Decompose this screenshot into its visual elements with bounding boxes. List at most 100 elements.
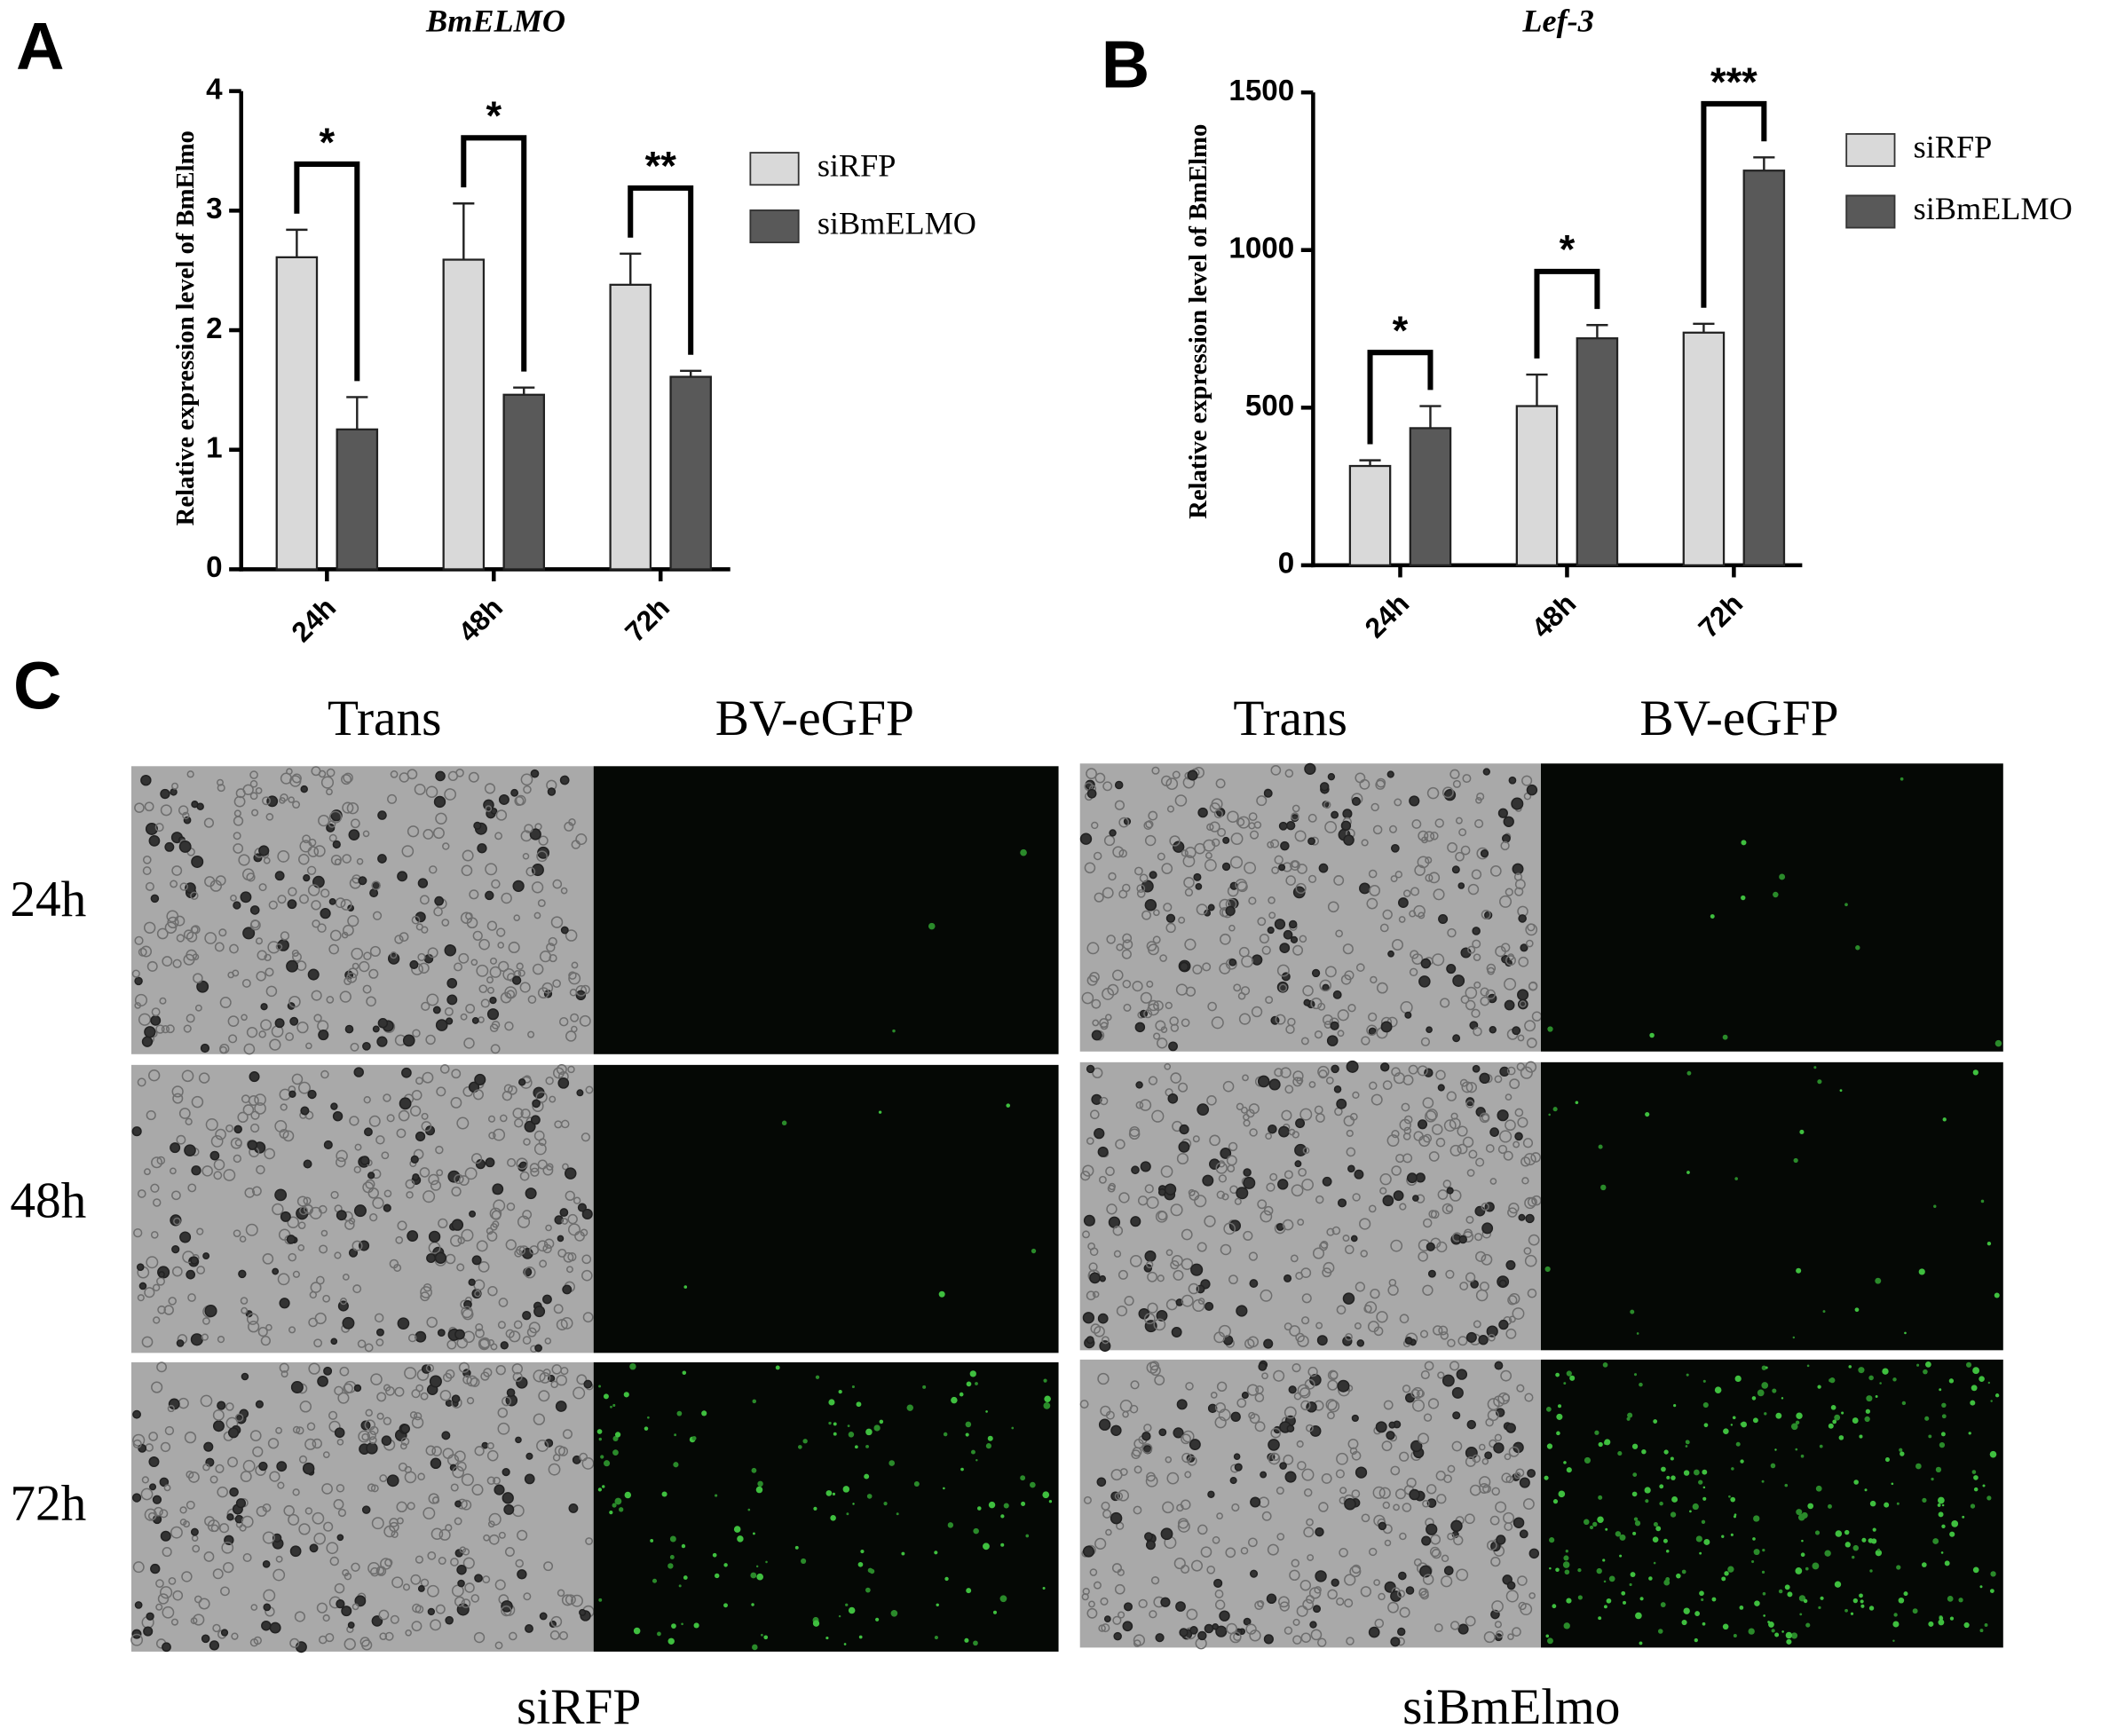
cell [537, 987, 549, 999]
gfp-signal [813, 1506, 817, 1511]
gfp-signal [1948, 1378, 1955, 1384]
cell [1186, 1608, 1198, 1621]
cell [1249, 1128, 1258, 1137]
gfp-signal [1850, 1612, 1854, 1615]
legend-label: siBmELMO [817, 205, 976, 241]
gfp-signal [1694, 1611, 1701, 1616]
cell [220, 1586, 230, 1597]
cell [506, 1202, 516, 1211]
gfp-signal [1741, 895, 1746, 901]
cell [278, 1228, 291, 1241]
cell [1352, 1091, 1360, 1100]
cell [493, 1199, 506, 1212]
cell [1148, 999, 1159, 1012]
cell [1494, 1433, 1503, 1442]
cell [134, 993, 148, 1006]
cell [162, 1606, 175, 1619]
cell [375, 1566, 385, 1575]
cell [1451, 865, 1460, 874]
cell [1462, 774, 1472, 784]
cell [1457, 1336, 1468, 1346]
cell [437, 1329, 446, 1338]
cell [1351, 796, 1361, 806]
cell [558, 1016, 569, 1027]
gfp-signal [1546, 1443, 1553, 1449]
cell [1386, 1134, 1400, 1147]
gfp-signal [1566, 1598, 1572, 1604]
cell [1437, 1189, 1449, 1200]
cell [1228, 958, 1237, 967]
cell [1266, 1593, 1277, 1605]
cell [367, 1172, 375, 1180]
gfp-signal [1939, 1441, 1946, 1448]
cell [1148, 1076, 1158, 1085]
cell [486, 976, 494, 984]
cell [150, 1563, 161, 1574]
cell [522, 1311, 532, 1321]
cell [377, 810, 387, 820]
cell [1243, 1176, 1256, 1189]
cell [1116, 1305, 1128, 1317]
gfp-signal [1630, 1309, 1635, 1314]
gfp-signal [1904, 1331, 1907, 1335]
gfp-signal [830, 1515, 836, 1521]
cell [176, 1134, 186, 1145]
gfp-signal [1971, 1385, 1978, 1392]
cell [1141, 1432, 1151, 1441]
cell [1508, 1292, 1520, 1305]
gfp-signal [683, 1285, 688, 1289]
gfp-signal [1735, 1441, 1741, 1447]
cell [1188, 1282, 1200, 1295]
cell [1210, 1392, 1218, 1399]
cell [1131, 1449, 1141, 1460]
cell [1233, 983, 1242, 992]
cell [1297, 1461, 1307, 1471]
cell [1129, 1126, 1141, 1138]
cell [1478, 1335, 1489, 1345]
cell [1206, 1095, 1217, 1106]
gfp-signal [1721, 1576, 1726, 1582]
cell [1257, 1075, 1270, 1088]
gfp-signal [1778, 1589, 1783, 1594]
gfp-signal [1699, 1590, 1704, 1597]
gfp-signal [1741, 1421, 1748, 1428]
error-bar [1526, 373, 1548, 406]
cell [1303, 998, 1311, 1006]
gfp-signal [1048, 1500, 1053, 1503]
cell [579, 1014, 591, 1027]
cell [1351, 1450, 1362, 1461]
cell [1321, 1472, 1332, 1484]
cell [183, 1024, 192, 1033]
gfp-signal [1855, 945, 1860, 951]
gfp-signal [1817, 1385, 1821, 1389]
cell [1084, 862, 1096, 874]
cell [212, 1409, 225, 1421]
gfp-signal [1940, 1432, 1946, 1437]
cell [1514, 879, 1526, 890]
cell [170, 1214, 182, 1227]
cell [426, 1253, 437, 1264]
cell [336, 1598, 345, 1609]
cell [1394, 1488, 1406, 1500]
cell [1518, 1601, 1527, 1611]
cell [386, 1114, 395, 1123]
cell [303, 1204, 313, 1214]
cell [1521, 1177, 1529, 1185]
cell [302, 1462, 315, 1475]
cell [1384, 1581, 1396, 1593]
cell [261, 1621, 272, 1631]
cell [1206, 1565, 1216, 1574]
cell [1178, 916, 1186, 924]
cell [1311, 968, 1321, 978]
cell [1438, 1325, 1449, 1336]
gfp-signal [965, 1421, 972, 1428]
gfp-signal [1558, 1404, 1562, 1409]
cell [1359, 882, 1370, 895]
micrograph-grid [130, 762, 2003, 1653]
cell [368, 1115, 381, 1127]
cell [242, 1553, 252, 1562]
gfp-signal [1922, 1497, 1927, 1503]
gfp-signal [1751, 1396, 1757, 1401]
cell [152, 1283, 161, 1292]
cell [140, 774, 152, 786]
